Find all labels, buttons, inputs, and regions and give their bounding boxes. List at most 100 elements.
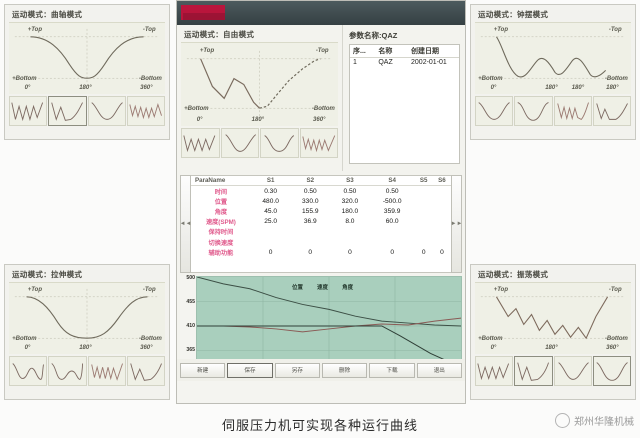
thumbnail-2[interactable] xyxy=(87,96,126,126)
record-list[interactable]: 序... 名称 创建日期 1 QAZ 2002-01-01 xyxy=(349,44,460,164)
cell[interactable] xyxy=(415,227,433,237)
label-bottom-left: +Bottom xyxy=(478,75,503,82)
cell[interactable]: 36.9 xyxy=(303,218,317,226)
table-row[interactable]: 时间 0.30 0.50 0.50 0.50 xyxy=(191,186,451,197)
thumbnail-2[interactable] xyxy=(260,128,299,158)
thumbnail-2[interactable] xyxy=(553,356,592,386)
panel-title: 运动模式：曲轴模式 xyxy=(12,10,83,19)
cell[interactable] xyxy=(330,237,370,247)
table-row[interactable]: 切换速度 xyxy=(191,237,451,247)
xtick-0: 0° xyxy=(24,85,31,92)
grid-scroll-left-button[interactable]: ◄◄ xyxy=(180,175,191,273)
cell[interactable] xyxy=(433,237,451,247)
cell[interactable]: 155.9 xyxy=(302,207,319,215)
cell[interactable]: 0.30 xyxy=(264,187,278,195)
cell[interactable] xyxy=(415,217,433,227)
cell[interactable] xyxy=(251,237,291,247)
cell[interactable] xyxy=(370,237,415,247)
label-bottom-left: +Bottom xyxy=(478,335,503,342)
label-top-right: -Top xyxy=(142,287,156,294)
thumbnail-0[interactable] xyxy=(181,128,220,158)
xtick-360: 360° xyxy=(140,85,153,92)
column-header-name: 名称 xyxy=(378,48,393,55)
thumbnail-1[interactable] xyxy=(514,356,553,386)
cell[interactable] xyxy=(415,206,433,216)
cell[interactable]: 0 xyxy=(440,248,444,256)
thumbnail-0[interactable] xyxy=(9,356,48,386)
cell[interactable]: 25.0 xyxy=(264,218,278,226)
thumbnail-3[interactable] xyxy=(126,356,165,386)
thumbnail-1[interactable] xyxy=(220,128,259,158)
delete-button[interactable]: 删除 xyxy=(321,362,368,378)
cell[interactable]: 320.0 xyxy=(341,197,359,205)
table-row[interactable]: 辅助功能 0 0 0 0 0 0 xyxy=(191,247,451,257)
thumbnail-0[interactable] xyxy=(475,96,514,126)
cell[interactable] xyxy=(433,227,451,237)
table-row[interactable]: 位置 480.0 330.0 320.0 -500.0 xyxy=(191,196,451,206)
cell[interactable]: 0 xyxy=(268,248,273,256)
thumbnail-3[interactable] xyxy=(592,96,631,126)
cell[interactable] xyxy=(330,227,370,237)
cell[interactable]: 0 xyxy=(421,248,426,256)
save-as-button[interactable]: 另存 xyxy=(274,362,320,378)
free-mode-plot[interactable]: +Top -Top +Bottom -Bottom 0° 180° 360° xyxy=(181,42,338,126)
table-row[interactable]: 1 QAZ 2002-01-01 xyxy=(350,58,459,67)
thumbnail-strip xyxy=(9,96,165,126)
cell[interactable]: 0 xyxy=(308,248,313,256)
download-button[interactable]: 下载 xyxy=(369,362,415,378)
table-row[interactable]: 速度(SPM) 25.0 36.9 8.0 60.0 xyxy=(191,217,451,227)
table-row[interactable]: 角度 45.0 155.9 180.0 359.9 xyxy=(191,206,451,216)
thumbnail-2[interactable] xyxy=(553,96,592,126)
cell[interactable] xyxy=(251,227,291,237)
thumbnail-0[interactable] xyxy=(475,356,514,386)
cell[interactable] xyxy=(415,186,433,197)
cell[interactable] xyxy=(370,227,415,237)
label-bottom-right: -Bottom xyxy=(311,105,335,112)
xtick-0: 0° xyxy=(196,116,203,123)
thumbnail-0[interactable] xyxy=(9,96,48,126)
save-button[interactable]: 保存 xyxy=(227,362,273,378)
thumbnail-3[interactable] xyxy=(126,96,165,126)
ytick-2: 410 xyxy=(186,323,195,329)
cell[interactable]: 180.0 xyxy=(341,207,359,215)
label-bottom-right: -Bottom xyxy=(138,335,162,342)
thumbnail-2[interactable] xyxy=(87,356,126,386)
cell[interactable] xyxy=(433,186,451,197)
cell[interactable]: -500.0 xyxy=(382,197,402,205)
cell[interactable] xyxy=(433,196,451,206)
cell[interactable] xyxy=(415,237,433,247)
cell[interactable]: 0.50 xyxy=(385,187,399,195)
parameter-grid[interactable]: ParaName S1 S2 S3 S4 S5 S6 时间 xyxy=(191,175,451,273)
row-label-switch-speed: 切换速度 xyxy=(208,239,234,247)
cell[interactable]: 359.9 xyxy=(383,207,401,215)
thumbnail-1[interactable] xyxy=(48,356,87,386)
cell[interactable]: 0 xyxy=(348,248,352,256)
cell[interactable]: 330.0 xyxy=(302,197,319,205)
cell[interactable] xyxy=(433,206,451,216)
grid-scroll-right-button[interactable]: ►► xyxy=(451,175,462,273)
cell[interactable]: 8.0 xyxy=(345,218,355,226)
cell[interactable] xyxy=(415,196,433,206)
cell[interactable]: 0.50 xyxy=(343,187,357,195)
new-button[interactable]: 新建 xyxy=(180,362,226,378)
xtick-360: 360° xyxy=(140,345,153,352)
panel-title: 运动模式：拉伸模式 xyxy=(12,270,83,279)
cell[interactable]: 0.50 xyxy=(303,187,317,195)
thumbnail-1[interactable] xyxy=(48,96,87,126)
thumbnail-3[interactable] xyxy=(592,356,631,386)
cell[interactable]: 60.0 xyxy=(385,218,399,226)
title-bar xyxy=(177,1,465,25)
cell[interactable] xyxy=(290,237,330,247)
table-row[interactable]: 保持时间 xyxy=(191,227,451,237)
label-top-left: +Top xyxy=(27,287,42,294)
cell[interactable] xyxy=(290,227,330,237)
grid-col-s6: S6 xyxy=(432,176,451,186)
cell[interactable] xyxy=(433,217,451,227)
cell[interactable]: 45.0 xyxy=(264,207,278,215)
cell[interactable]: 480.0 xyxy=(262,197,279,205)
xtick-0: 0° xyxy=(490,345,497,352)
cell[interactable]: 0 xyxy=(390,248,394,256)
thumbnail-1[interactable] xyxy=(514,96,553,126)
exit-button[interactable]: 退出 xyxy=(416,362,462,378)
thumbnail-3[interactable] xyxy=(299,128,338,158)
